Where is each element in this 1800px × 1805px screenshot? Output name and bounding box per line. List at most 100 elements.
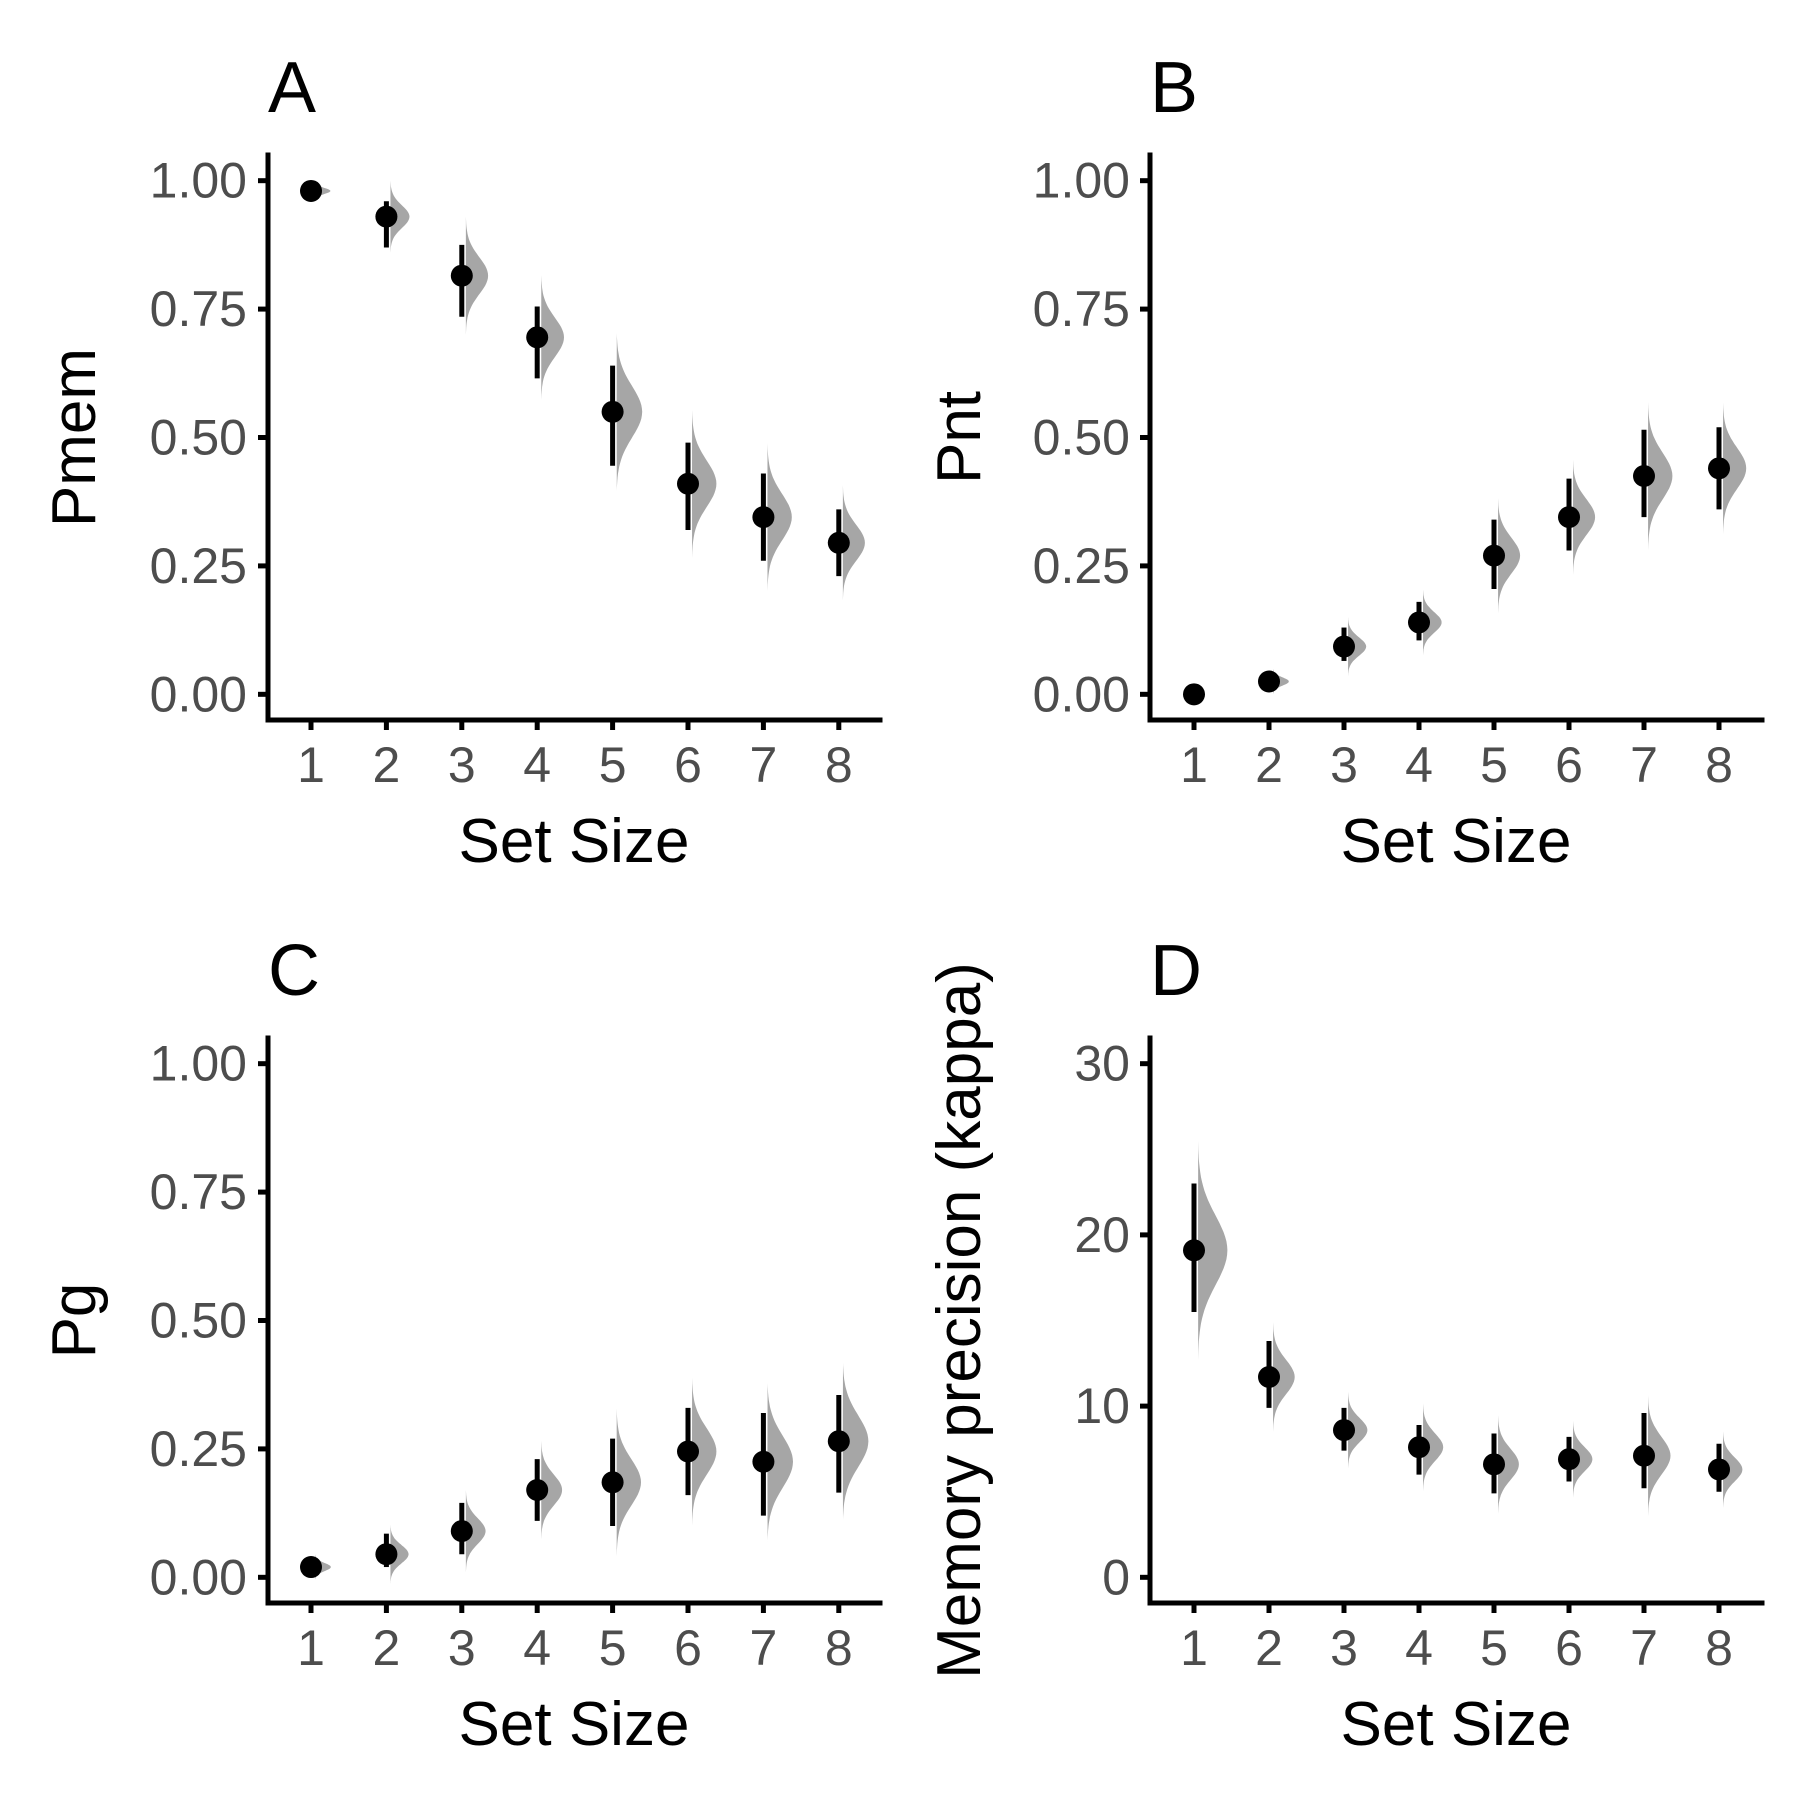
- x-axis-title: Set Size: [459, 807, 690, 876]
- posterior-distribution-4: [1423, 1403, 1444, 1491]
- x-tick-label: 5: [599, 1620, 627, 1676]
- x-tick-label: 3: [1330, 737, 1358, 793]
- x-tick-label: 3: [448, 1620, 476, 1676]
- data-point-3: [1333, 635, 1355, 658]
- data-point-3: [450, 264, 473, 287]
- posterior-distribution-2: [390, 180, 410, 253]
- x-tick-label: 1: [1180, 1620, 1208, 1676]
- posterior-distribution-1: [1198, 1140, 1228, 1360]
- x-tick-label: 2: [1255, 737, 1283, 793]
- data-point-3: [450, 1520, 473, 1543]
- data-point-7: [752, 1450, 775, 1473]
- x-tick-label: 2: [372, 1620, 400, 1676]
- x-axis-title: Set Size: [1341, 1690, 1572, 1759]
- x-tick-label: 7: [749, 1620, 777, 1676]
- data-point-4: [1408, 1436, 1430, 1459]
- panel-letter: B: [1150, 48, 1198, 128]
- y-tick-label: 30: [1074, 1036, 1130, 1092]
- x-tick-label: 2: [372, 737, 400, 793]
- posterior-distribution-5: [616, 329, 643, 494]
- x-tick-label: 2: [1255, 1620, 1283, 1676]
- data-point-6: [677, 1440, 699, 1463]
- data-point-2: [375, 205, 398, 228]
- posterior-distribution-7: [1648, 1395, 1671, 1516]
- x-tick-label: 4: [1405, 1620, 1433, 1676]
- posterior-distribution-3: [465, 1490, 486, 1573]
- panel-letter: A: [268, 48, 316, 128]
- data-point-2: [1258, 670, 1280, 693]
- y-axis-title: Memory precision (kappa): [925, 962, 994, 1679]
- posterior-distribution-7: [767, 1379, 793, 1544]
- panel-letter: C: [268, 931, 320, 1011]
- x-tick-label: 5: [1480, 1620, 1508, 1676]
- y-tick-label: 1.00: [150, 153, 247, 209]
- data-point-1: [1183, 683, 1205, 706]
- data-point-2: [375, 1543, 398, 1566]
- data-point-8: [1708, 457, 1730, 480]
- data-point-7: [752, 506, 775, 529]
- data-point-4: [526, 326, 549, 349]
- data-point-5: [1483, 1453, 1505, 1476]
- data-point-5: [1483, 544, 1505, 567]
- y-tick-label: 0.00: [150, 666, 247, 722]
- posterior-distribution-6: [1573, 459, 1596, 575]
- posterior-distribution-3: [1348, 1391, 1368, 1469]
- y-tick-label: 0.75: [1033, 281, 1130, 337]
- posterior-distribution-6: [692, 409, 717, 558]
- x-tick-label: 1: [297, 737, 325, 793]
- posterior-distribution-7: [1648, 402, 1673, 550]
- x-tick-label: 4: [523, 1620, 551, 1676]
- y-tick-label: 0.00: [1033, 666, 1130, 722]
- panel-d: D 0 10 20 30 1 2 3 4 5 6 7 8 Set Size Memory precision…: [925, 931, 1765, 1759]
- data-point-6: [677, 472, 699, 495]
- data-point-8: [827, 1430, 850, 1453]
- x-tick-label: 6: [1555, 1620, 1583, 1676]
- x-tick-label: 6: [674, 737, 702, 793]
- data-point-5: [601, 400, 624, 423]
- x-axis-title: Set Size: [459, 1690, 690, 1759]
- data-point-6: [1558, 506, 1580, 529]
- y-axis-title: Pmem: [40, 348, 109, 527]
- x-tick-label: 4: [1405, 737, 1433, 793]
- y-tick-label: 0.25: [150, 1421, 247, 1477]
- y-tick-label: 10: [1074, 1378, 1130, 1434]
- panel-a: A 0.00 0.25 0.50 0.75 1.00 1 2 3 4 5 6 7 8 Set Size Pme…: [40, 48, 883, 876]
- x-tick-label: 7: [749, 737, 777, 793]
- x-tick-label: 6: [674, 1620, 702, 1676]
- y-tick-label: 1.00: [1033, 153, 1130, 209]
- posterior-distribution-3: [1348, 617, 1367, 677]
- data-point-1: [300, 1556, 322, 1579]
- x-tick-label: 7: [1630, 1620, 1658, 1676]
- x-tick-label: 4: [523, 737, 551, 793]
- posterior-distribution-8: [1723, 402, 1747, 535]
- data-point-4: [1408, 611, 1430, 634]
- y-tick-label: 0: [1102, 1549, 1130, 1605]
- posterior-distribution-4: [541, 274, 564, 400]
- posterior-distribution-7: [767, 443, 792, 592]
- y-tick-label: 0.50: [150, 410, 247, 466]
- posterior-distribution-5: [1498, 498, 1521, 614]
- data-point-1: [1183, 1239, 1205, 1262]
- data-point-4: [526, 1479, 549, 1501]
- x-tick-label: 8: [1705, 737, 1733, 793]
- x-tick-label: 8: [825, 737, 853, 793]
- y-tick-label: 20: [1074, 1207, 1130, 1263]
- y-tick-label: 0.75: [150, 1164, 247, 1220]
- posterior-distribution-5: [616, 1408, 641, 1557]
- data-point-7: [1633, 1444, 1655, 1467]
- posterior-distribution-2: [390, 1524, 409, 1584]
- posterior-distribution-5: [1498, 1415, 1519, 1514]
- x-tick-label: 5: [1480, 737, 1508, 793]
- y-tick-label: 0.25: [1033, 538, 1130, 594]
- data-point-8: [827, 531, 850, 554]
- posterior-distribution-8: [1723, 1431, 1743, 1508]
- posterior-distribution-4: [1423, 589, 1442, 656]
- data-point-6: [1558, 1448, 1580, 1471]
- posterior-distribution-4: [541, 1440, 563, 1540]
- y-tick-label: 1.00: [150, 1036, 247, 1092]
- data-point-1: [300, 179, 322, 202]
- x-axis-title: Set Size: [1341, 807, 1572, 876]
- data-point-5: [601, 1471, 624, 1494]
